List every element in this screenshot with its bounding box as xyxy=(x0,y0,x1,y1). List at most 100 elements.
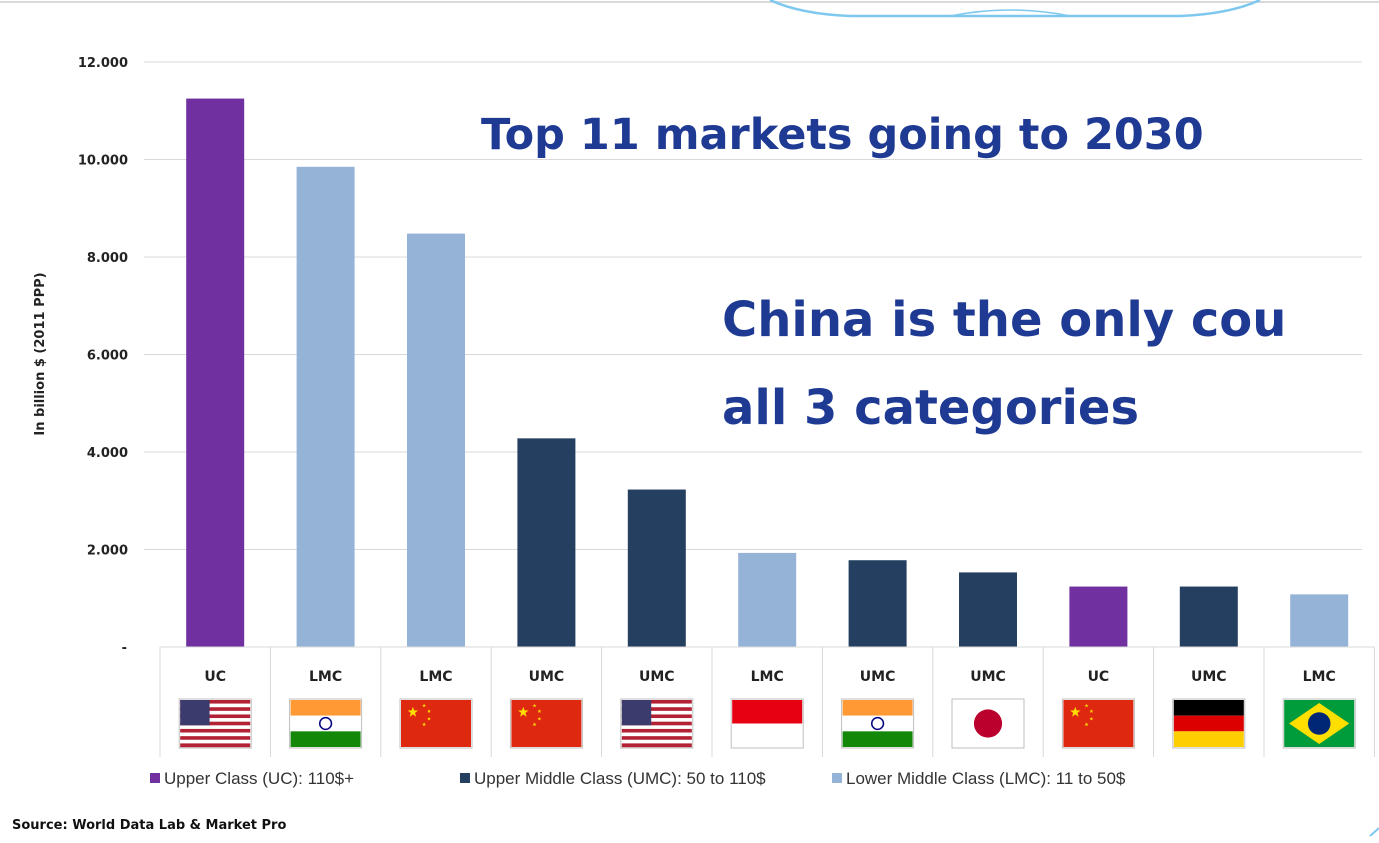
china-flag-icon xyxy=(509,698,583,749)
flag-field xyxy=(511,700,582,747)
headline-categories: all 3 categories xyxy=(722,380,1139,436)
flag-stripe xyxy=(621,703,692,708)
bar xyxy=(959,572,1017,647)
bar xyxy=(186,98,245,647)
flag-canton xyxy=(180,700,210,726)
flag-globe xyxy=(1307,712,1331,735)
indonesia-flag-icon xyxy=(730,698,804,749)
flag-star xyxy=(407,706,419,717)
y-tick-label: - xyxy=(122,641,127,656)
usa-flag-icon xyxy=(178,698,252,749)
flag-stripe xyxy=(180,721,251,726)
category-label: UMC xyxy=(860,669,896,685)
y-tick-label: 2.000 xyxy=(87,544,128,559)
japan-flag-icon xyxy=(951,698,1025,749)
flag-stripe xyxy=(621,714,692,719)
flag-field xyxy=(401,700,471,747)
legend-swatch xyxy=(832,773,842,783)
flag-stripe xyxy=(180,728,251,733)
flag-band xyxy=(732,700,803,724)
y-tick-label: 10.000 xyxy=(78,154,128,169)
category-label: LMC xyxy=(419,669,452,685)
flag-stripe xyxy=(621,739,692,744)
flag-star xyxy=(532,703,537,708)
category-label: LMC xyxy=(1303,669,1336,685)
flag-star xyxy=(427,716,431,721)
flag-stripe xyxy=(180,710,251,715)
bar xyxy=(627,489,686,647)
flag-stripe xyxy=(621,721,692,726)
germany-flag-icon xyxy=(1172,698,1246,749)
flag-star xyxy=(1084,722,1089,727)
source-note: Source: World Data Lab & Market Pro xyxy=(12,818,286,833)
category-label: LMC xyxy=(751,669,784,685)
flag-disc xyxy=(973,709,1003,738)
flag-stripe xyxy=(621,736,692,740)
flag-stripe xyxy=(180,732,251,737)
flag-star xyxy=(537,716,542,721)
flag-stripe xyxy=(180,739,251,744)
headline-china: China is the only cou xyxy=(722,292,1286,348)
flag-stripe xyxy=(180,703,251,708)
india-flag-icon xyxy=(841,698,915,749)
legend-swatch xyxy=(460,773,470,783)
category-label: UMC xyxy=(639,669,675,685)
flag-stripe xyxy=(180,707,251,712)
flag-band xyxy=(842,731,913,747)
flag-stripe xyxy=(621,743,692,748)
y-axis-ticks: - 2.000 4.000 6.000 8.000 10.000 12.000 xyxy=(78,56,128,656)
flag-band xyxy=(290,700,361,716)
flag-wheel xyxy=(318,716,333,731)
flag-star xyxy=(1089,709,1094,713)
flag-band xyxy=(290,731,361,747)
category-table: UC LMC LMC UMC UMC LMC UMC UMC UC UMC LMC xyxy=(159,646,1375,757)
flag-stripe xyxy=(621,710,692,715)
flag-star xyxy=(1089,716,1094,721)
y-tick-label: 4.000 xyxy=(87,446,128,461)
flag-band xyxy=(732,723,803,747)
legend-swatch xyxy=(150,773,160,783)
headline-top-markets: Top 11 markets going to 2030 xyxy=(481,110,1204,160)
bar xyxy=(296,166,355,647)
flag-stripe xyxy=(621,700,692,704)
bar xyxy=(517,438,576,647)
flag-band xyxy=(1173,700,1244,716)
flag-stripe xyxy=(180,718,251,722)
bar xyxy=(407,233,465,647)
category-label: LMC xyxy=(309,669,342,685)
legend: Upper Class (UC): 110$+ Upper Middle Clas… xyxy=(150,769,1126,788)
bars xyxy=(186,98,1349,647)
flag-band xyxy=(1173,731,1244,747)
usa-flag-icon xyxy=(620,698,694,749)
category-label: UC xyxy=(204,669,226,685)
y-axis-label: In billion $ (2011 PPP) xyxy=(33,272,48,435)
flag-star xyxy=(537,709,542,713)
flag-star xyxy=(518,706,529,717)
flag-star xyxy=(427,709,431,713)
flag-canton xyxy=(621,700,652,726)
bar xyxy=(1069,586,1128,647)
legend-label: Lower Middle Class (LMC): 11 to 50$ xyxy=(846,769,1126,788)
legend-label: Upper Middle Class (UMC): 50 to 110$ xyxy=(474,769,766,788)
flag-field xyxy=(1063,700,1134,747)
legend-label: Upper Class (UC): 110$+ xyxy=(164,769,354,788)
flag-stripe xyxy=(180,700,251,704)
bar xyxy=(1179,586,1238,647)
flag-stripe xyxy=(180,743,251,748)
category-label: UMC xyxy=(970,669,1006,685)
flag-band xyxy=(842,700,913,716)
china-flag-icon xyxy=(1061,698,1135,749)
flag-star xyxy=(1084,703,1089,708)
flag-stripe xyxy=(621,725,692,730)
brazil-flag-icon xyxy=(1282,698,1356,749)
flag-band xyxy=(842,715,913,732)
category-label: UMC xyxy=(529,669,565,685)
flag-band xyxy=(1173,715,1244,732)
bar xyxy=(738,552,797,647)
flag-star xyxy=(532,722,537,727)
flag-star xyxy=(422,703,426,708)
flag-star xyxy=(422,722,426,727)
y-tick-label: 6.000 xyxy=(87,349,128,364)
